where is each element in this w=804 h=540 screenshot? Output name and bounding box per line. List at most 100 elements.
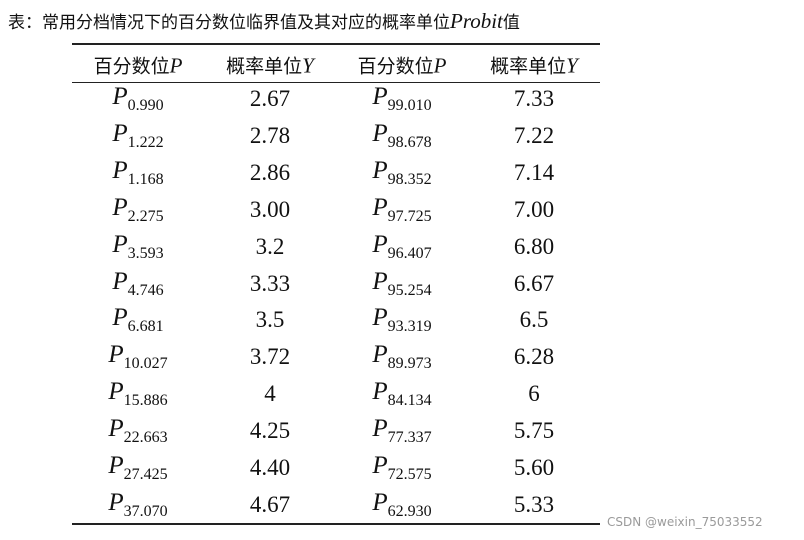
title-suffix: 值 [502, 13, 520, 33]
percentile-sub: 6.681 [127, 318, 164, 336]
header-cell: 概率单位Y [468, 52, 600, 79]
header-var: P [169, 53, 183, 78]
percentile-var: P [372, 304, 388, 332]
percentile-sub: 97.725 [387, 207, 432, 225]
percentile-var: P [108, 452, 124, 479]
header-text: 概率单位 [490, 55, 567, 78]
percentile-var: P [372, 230, 388, 258]
percentile-sub: 3.593 [127, 244, 164, 262]
probit-value: 4 [264, 381, 276, 407]
table-cell: 2.86 [204, 160, 336, 186]
probit-value: 3.00 [249, 196, 291, 222]
table-cell: P98.678 [336, 120, 468, 152]
percentile-var: P [372, 341, 388, 369]
header-cell: 百分数位P [72, 52, 204, 79]
probit-value: 7.14 [513, 159, 555, 185]
table-cell: P93.319 [336, 304, 468, 336]
table-cell: P1.168 [72, 157, 204, 189]
table-cell: P37.070 [72, 489, 204, 521]
percentile-sub: 84.134 [387, 392, 432, 410]
percentile-var: P [108, 488, 124, 516]
table-cell: P77.337 [336, 415, 468, 447]
table-cell: P2.275 [72, 194, 204, 226]
percentile-var: P [372, 156, 388, 184]
percentile-var: P [372, 119, 388, 147]
table-cell: 3.33 [204, 271, 336, 297]
probit-value: 6 [528, 381, 540, 407]
header-cell: 百分数位P [336, 52, 468, 79]
table-cell: 6.5 [468, 307, 600, 333]
percentile-sub: 37.070 [123, 502, 168, 520]
table-cell: 6.28 [468, 344, 600, 370]
percentile-var: P [108, 415, 124, 443]
probit-value: 5.33 [513, 491, 555, 517]
percentile-sub: 98.678 [387, 133, 432, 151]
top-rule [72, 43, 600, 45]
percentile-sub: 99.010 [387, 97, 432, 114]
table-cell: P27.425 [72, 452, 204, 484]
table-cell: P72.575 [336, 452, 468, 484]
probit-value: 3.72 [249, 344, 291, 370]
table-cell: 4.25 [204, 418, 336, 444]
percentile-var: P [372, 452, 388, 479]
table-title: 表：常用分档情况下的百分数位临界值及其对应的概率单位Probit值 [8, 8, 520, 34]
percentile-var: P [112, 193, 128, 221]
table-cell: P96.407 [336, 231, 468, 263]
percentile-sub: 15.886 [123, 392, 168, 410]
table-cell: P15.886 [72, 378, 204, 410]
probit-value: 6.80 [513, 233, 555, 259]
probit-value: 6.5 [519, 307, 549, 333]
percentile-var: P [112, 83, 128, 110]
percentile-var: P [112, 267, 128, 295]
probit-value: 6.28 [513, 344, 555, 370]
header-text: 百分数位 [357, 55, 434, 78]
table-cell: 4.40 [204, 455, 336, 481]
title-math: Probit [450, 9, 503, 33]
percentile-sub: 27.425 [123, 466, 168, 483]
table-cell: P3.593 [72, 231, 204, 263]
percentile-var: P [372, 267, 388, 295]
header-var: Y [302, 53, 314, 78]
probit-value: 4.40 [249, 455, 291, 480]
percentile-sub: 1.168 [127, 170, 164, 188]
percentile-var: P [112, 156, 128, 184]
probit-value: 2.78 [249, 122, 291, 148]
percentile-sub: 72.575 [387, 466, 432, 483]
table-cell: 5.75 [468, 418, 600, 444]
header-var: P [433, 53, 447, 78]
percentile-sub: 62.930 [387, 502, 432, 520]
probit-value: 6.67 [513, 270, 555, 296]
percentile-sub: 89.973 [387, 355, 432, 373]
percentile-sub: 0.990 [127, 97, 164, 114]
table-cell: 3.2 [204, 234, 336, 260]
probit-value: 5.75 [513, 418, 555, 444]
probit-value: 4.67 [249, 491, 291, 517]
header-text: 百分数位 [93, 55, 170, 78]
percentile-var: P [108, 378, 124, 406]
table-cell: 4 [204, 381, 336, 407]
table-cell: 7.22 [468, 123, 600, 149]
header-cell: 概率单位Y [204, 52, 336, 79]
percentile-sub: 2.275 [127, 207, 164, 225]
probit-value: 4.25 [249, 418, 291, 444]
table-cell: 7.14 [468, 160, 600, 186]
percentile-sub: 22.663 [123, 429, 168, 447]
header-text: 概率单位 [226, 55, 303, 78]
table-cell: P10.027 [72, 341, 204, 373]
table-cell: P22.663 [72, 415, 204, 447]
percentile-var: P [108, 341, 124, 369]
probit-value: 5.60 [513, 455, 555, 480]
percentile-var: P [112, 230, 128, 258]
table-cell: 6.80 [468, 234, 600, 260]
percentile-var: P [112, 304, 128, 332]
bottom-rule [72, 523, 600, 525]
table-cell: P84.134 [336, 378, 468, 410]
percentile-sub: 4.746 [127, 281, 164, 299]
percentile-var: P [372, 83, 388, 110]
percentile-sub: 95.254 [387, 281, 432, 299]
percentile-var: P [112, 119, 128, 147]
probit-value: 7.22 [513, 122, 555, 148]
title-text: 表：常用分档情况下的百分数位临界值及其对应的概率单位 [8, 13, 450, 33]
table-cell: P89.973 [336, 341, 468, 373]
